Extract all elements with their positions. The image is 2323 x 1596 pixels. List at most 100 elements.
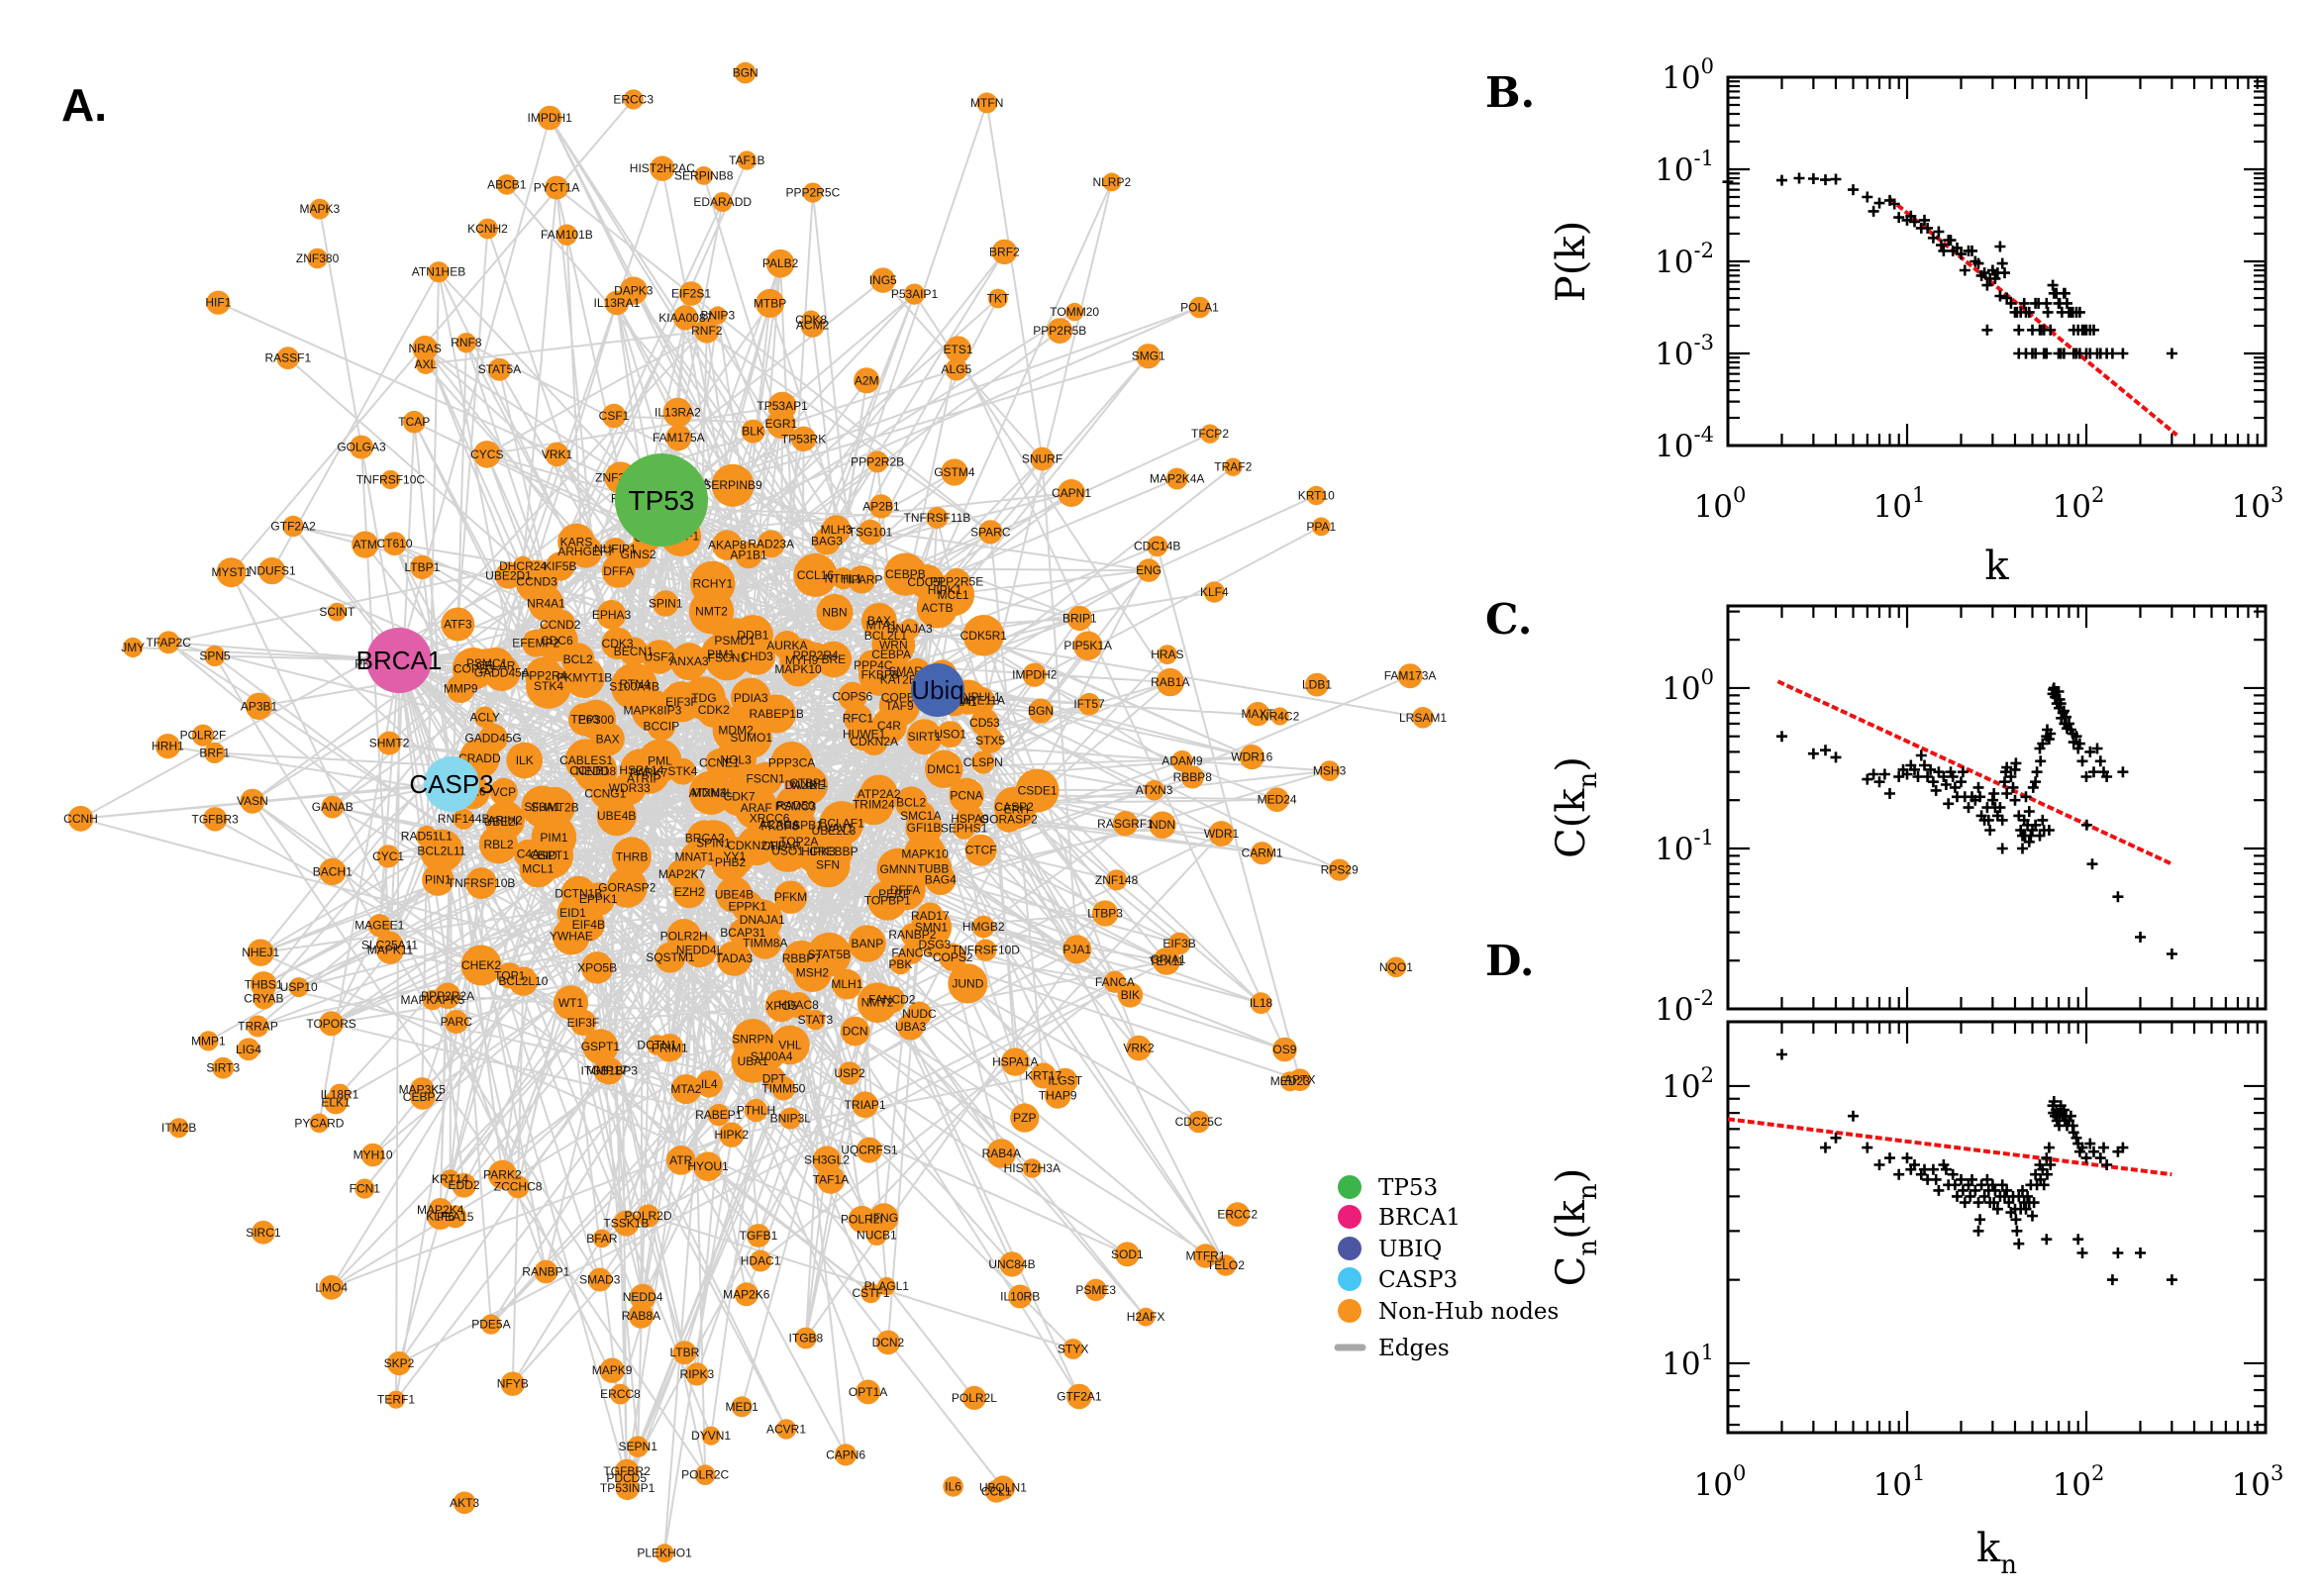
- network-node-label: MMP9: [444, 682, 478, 696]
- network-node-label: MED24: [1258, 793, 1297, 807]
- network-node: [866, 450, 889, 473]
- panel-d-label: D.: [1485, 937, 1535, 985]
- network-node-label: USO1: [771, 844, 804, 857]
- network-node: [1306, 485, 1327, 506]
- network-node: [866, 611, 896, 641]
- network-node: [693, 1151, 723, 1181]
- network-node-label: NR4C2: [1261, 710, 1300, 724]
- network-node: [906, 719, 943, 755]
- network-node: [1328, 858, 1351, 881]
- network-node: [765, 249, 795, 278]
- network-node-label: CDK7: [724, 790, 756, 804]
- network-node-label: TOP1: [494, 968, 525, 982]
- network-node-label: SIRT1: [908, 730, 942, 744]
- network-node: [779, 1107, 802, 1130]
- network-node-label: DYVN1: [691, 1429, 731, 1443]
- network-node: [1311, 517, 1331, 537]
- network-node-label: WT1: [558, 996, 584, 1010]
- network-node-label: BRF2: [989, 245, 1020, 258]
- network-node-label: ERCC2: [1217, 1208, 1258, 1222]
- network-node: [711, 463, 755, 507]
- network-node-label: PPP4C: [854, 658, 893, 672]
- network-node: [662, 397, 693, 428]
- network-node-label: CEBPA: [871, 648, 911, 661]
- network-node: [690, 820, 737, 866]
- network-node: [670, 1074, 702, 1105]
- network-node: [1047, 318, 1073, 344]
- network-node-label: HYOU1: [687, 1159, 729, 1173]
- network-node: [403, 410, 426, 434]
- network-node-label: AP2B1: [862, 499, 900, 513]
- network-node-label: STX5: [975, 734, 1005, 748]
- network-node: [712, 530, 743, 560]
- network-node-label: BCL2: [896, 796, 926, 810]
- network-node-label: CRYAB: [244, 992, 283, 1006]
- power-law-fit-line: [1776, 679, 2173, 866]
- network-node-label: A2M: [855, 373, 879, 387]
- network-node: [240, 788, 265, 814]
- network-node-label: RAD51L1: [401, 830, 453, 844]
- axis-ticks: [1726, 75, 2268, 448]
- network-node-label: STK4: [534, 679, 563, 693]
- network-node: [446, 674, 475, 703]
- network-node-label: HIST2H3A: [1004, 1161, 1060, 1175]
- network-node-label: HIPK2: [715, 1128, 750, 1142]
- network-node-label: TGFBR3: [192, 812, 240, 826]
- y-tick-label: 10-2: [1655, 239, 1714, 280]
- network-node-label: FANCA: [1095, 975, 1135, 989]
- network-node-label: ATP2A2: [858, 787, 901, 801]
- network-node: [1224, 457, 1243, 476]
- network-node-label: IFNG: [869, 1211, 898, 1225]
- y-tick-label: 10-1: [1655, 826, 1714, 867]
- network-node-label: MCL1: [938, 588, 969, 602]
- network-node: [807, 932, 852, 977]
- network-node-label: USO1: [934, 728, 966, 742]
- network-node-label: CCNG1: [584, 787, 626, 801]
- network-node-label: NR4A1: [527, 597, 565, 611]
- network-node-label: PYCT1A: [534, 181, 580, 195]
- x-axis-title: kn: [1976, 1526, 2017, 1580]
- network-node: [1158, 645, 1177, 664]
- network-node-label: HIPK1: [928, 583, 962, 597]
- network-node: [974, 939, 997, 961]
- network-node: [534, 1259, 558, 1284]
- network-node-label: TFCP2: [1191, 427, 1229, 441]
- network-node: [604, 290, 630, 316]
- network-node-label: ZNF148: [1095, 873, 1139, 887]
- network-node: [350, 435, 373, 459]
- network-node: [1246, 701, 1270, 727]
- network-node-label: GSPT1: [530, 848, 569, 862]
- y-tick-label: 10-1: [1655, 147, 1714, 188]
- network-node: [815, 641, 853, 678]
- network-node: [252, 1220, 275, 1245]
- network-node: [1144, 779, 1164, 801]
- network-node-label: SH3GL2: [804, 1153, 850, 1167]
- network-node-label: GMNN: [879, 862, 916, 876]
- network-node-label: EPHA3: [592, 608, 632, 622]
- network-node-label: CCNE1: [699, 755, 740, 769]
- network-node-label: BNIP3L: [770, 1112, 812, 1126]
- network-node-label: UBQLN1: [979, 1481, 1027, 1495]
- network-node: [477, 218, 498, 240]
- network-node-label: CCL1: [981, 1484, 1012, 1498]
- network-node-label: RABEP1: [695, 1108, 743, 1122]
- network-node: [843, 703, 873, 734]
- network-node-label: EDARADD: [693, 195, 752, 209]
- network-node-label: BRE: [821, 652, 846, 666]
- network-node-label: KLF4: [1200, 585, 1229, 599]
- network-node-label: ARHGEF7: [557, 545, 614, 558]
- x-tick-label: 102: [2053, 1461, 2105, 1503]
- network-node: [1058, 479, 1085, 507]
- network-node-label: IFT57: [1073, 697, 1105, 711]
- network-node-label: PEA15: [437, 1210, 474, 1224]
- network-node-label: TIPARP: [841, 572, 882, 586]
- network-node-label: VRK1: [542, 448, 573, 461]
- network-node: [375, 931, 404, 958]
- network-node-label: KAT2B: [880, 673, 917, 687]
- network-node: [1010, 1103, 1040, 1133]
- network-node: [203, 807, 228, 832]
- network-node-label: KIAA0087: [658, 311, 712, 325]
- network-node-label: HIF1: [205, 296, 231, 310]
- network-node-label: NTHL1: [825, 571, 862, 585]
- network-node: [1319, 760, 1340, 781]
